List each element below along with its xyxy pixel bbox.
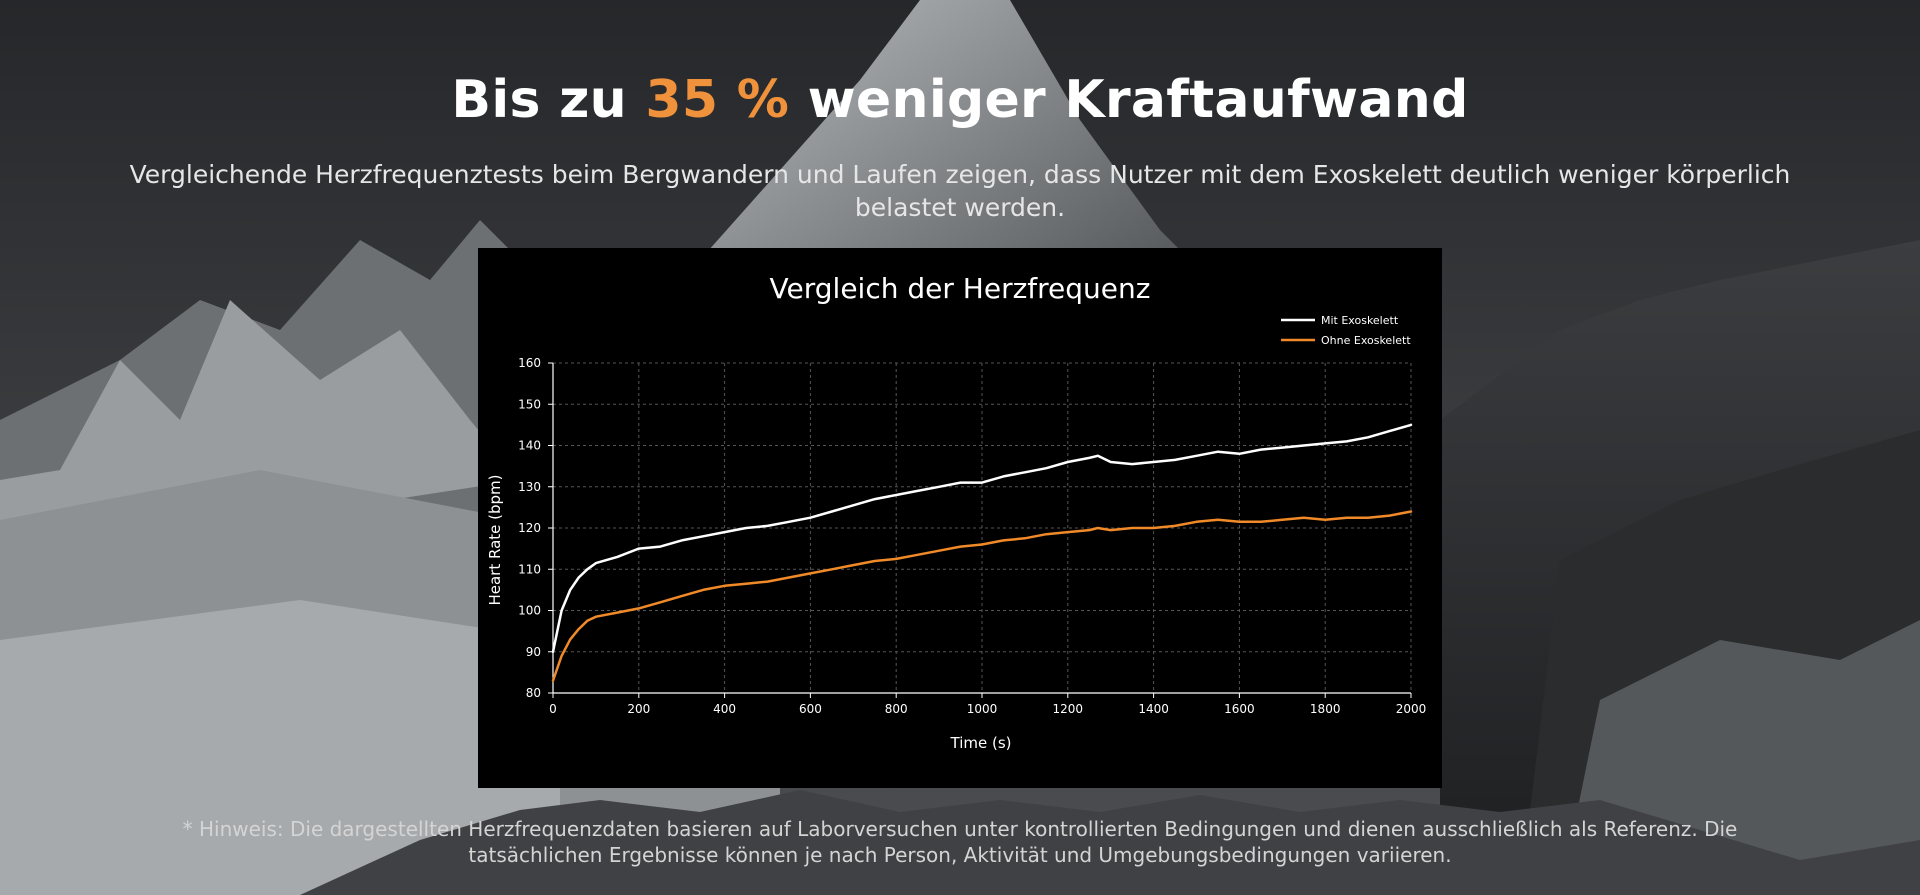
x-tick-label: 1800 xyxy=(1310,702,1341,716)
heart-rate-chart: Vergleich der Herzfrequenz 0 200 400 600 800… xyxy=(486,272,1426,752)
y-tick-label: 130 xyxy=(518,480,541,494)
y-tick-label: 80 xyxy=(526,686,541,700)
headline-before: Bis zu xyxy=(451,70,646,130)
y-tick-label: 110 xyxy=(518,562,541,576)
x-tick-label: 1600 xyxy=(1224,702,1255,716)
headline: Bis zu 35 % weniger Kraftaufwand xyxy=(0,70,1920,130)
y-tick-label: 160 xyxy=(518,356,541,370)
legend-label-with: Mit Exoskelett xyxy=(1321,314,1399,327)
y-tick-label: 120 xyxy=(518,521,541,535)
footnote: * Hinweis: Die dargestellten Herzfrequen… xyxy=(182,817,1738,867)
chart-ticks: 0 200 400 600 800 1000 1200 1400 1600 1800 2000 80 9… xyxy=(518,356,1426,716)
y-tick-label: 90 xyxy=(526,645,541,659)
legend-label-without: Ohne Exoskelett xyxy=(1321,334,1411,347)
x-tick-label: 400 xyxy=(713,702,736,716)
x-tick-label: 1400 xyxy=(1138,702,1169,716)
chart-title: Vergleich der Herzfrequenz xyxy=(770,272,1151,305)
x-tick-label: 200 xyxy=(627,702,650,716)
chart-grid xyxy=(552,362,1412,694)
y-tick-label: 150 xyxy=(518,397,541,411)
chart-lines xyxy=(551,423,1413,682)
headline-after: weniger Kraftaufwand xyxy=(789,70,1469,130)
x-tick-label: 600 xyxy=(799,702,822,716)
x-tick-label: 800 xyxy=(885,702,908,716)
headline-highlight: 35 % xyxy=(645,70,790,130)
chart-panel: Vergleich der Herzfrequenz 0 200 400 600 800… xyxy=(478,248,1442,788)
x-tick-label: 1000 xyxy=(967,702,998,716)
y-tick-label: 100 xyxy=(518,604,541,618)
series-line-ohne-exoskelett xyxy=(551,510,1413,682)
y-tick-label: 140 xyxy=(518,439,541,453)
series-line-mit-exoskelett xyxy=(551,423,1413,654)
subtitle: Vergleichende Herzfrequenztests beim Ber… xyxy=(129,160,1791,222)
x-tick-label: 1200 xyxy=(1053,702,1084,716)
x-tick-label: 2000 xyxy=(1396,702,1427,716)
x-axis-label: Time (s) xyxy=(950,734,1012,752)
chart-legend: Mit Exoskelett Ohne Exoskelett xyxy=(1281,314,1411,347)
x-tick-label: 0 xyxy=(549,702,557,716)
y-axis-label: Heart Rate (bpm) xyxy=(486,474,504,605)
